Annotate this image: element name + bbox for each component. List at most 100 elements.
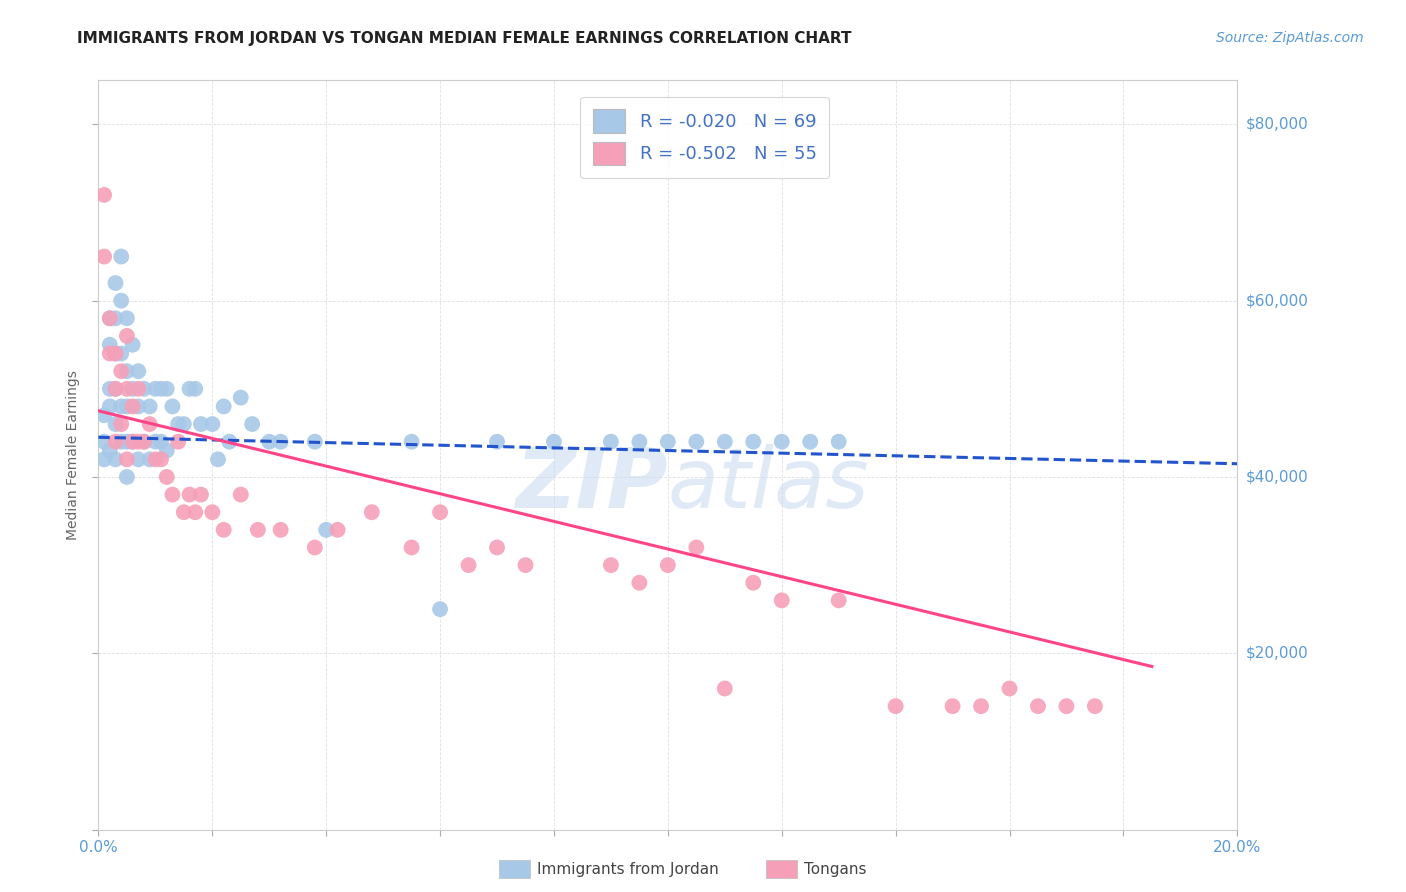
Point [401, 434, 423, 449]
Point [104, 434, 127, 449]
Point [110, 434, 132, 449]
Point [156, 470, 179, 484]
Point [173, 505, 195, 519]
Point [98, 346, 121, 360]
Point [132, 434, 155, 449]
Point [628, 434, 651, 449]
Point [150, 382, 173, 396]
Point [115, 364, 138, 378]
Point [742, 575, 765, 590]
Point [98, 337, 121, 351]
Point [110, 364, 132, 378]
Point [742, 434, 765, 449]
Text: $60,000: $60,000 [1246, 293, 1309, 308]
Point [115, 382, 138, 396]
Point [110, 293, 132, 308]
Point [1084, 699, 1107, 714]
Point [162, 400, 184, 414]
Point [115, 400, 138, 414]
Text: Tongans: Tongans [804, 863, 866, 877]
Point [190, 487, 212, 501]
Point [104, 452, 127, 467]
Point [98, 443, 121, 458]
Point [104, 417, 127, 431]
Point [184, 505, 207, 519]
Point [121, 337, 143, 351]
Point [270, 434, 292, 449]
Point [628, 575, 651, 590]
Point [184, 382, 207, 396]
Point [104, 382, 127, 396]
Point [884, 699, 907, 714]
Point [150, 434, 173, 449]
Point [190, 417, 212, 431]
Point [270, 523, 292, 537]
Point [218, 434, 240, 449]
Point [315, 523, 337, 537]
Point [201, 505, 224, 519]
Point [201, 417, 224, 431]
Point [104, 346, 127, 360]
Point [138, 400, 160, 414]
Point [104, 346, 127, 360]
Point [685, 541, 707, 555]
Point [104, 311, 127, 326]
Point [515, 558, 537, 573]
Point [600, 558, 623, 573]
Point [657, 434, 679, 449]
Point [240, 417, 263, 431]
Point [179, 487, 201, 501]
Point [156, 382, 179, 396]
Point [93, 434, 115, 449]
Point [998, 681, 1021, 696]
Point [246, 523, 269, 537]
Point [127, 364, 149, 378]
Point [457, 558, 479, 573]
Point [93, 250, 115, 264]
Point [127, 452, 149, 467]
Point [93, 187, 115, 202]
Point [132, 382, 155, 396]
Point [132, 434, 155, 449]
Point [104, 382, 127, 396]
Point [259, 434, 281, 449]
Point [685, 434, 707, 449]
Point [179, 382, 201, 396]
Point [304, 434, 326, 449]
Point [543, 434, 565, 449]
Point [162, 487, 184, 501]
Point [657, 558, 679, 573]
Point [98, 311, 121, 326]
Point [98, 382, 121, 396]
Point [429, 505, 451, 519]
Point [121, 434, 143, 449]
Text: $20,000: $20,000 [1246, 646, 1309, 661]
Point [156, 443, 179, 458]
Point [970, 699, 993, 714]
Point [828, 434, 851, 449]
Point [110, 250, 132, 264]
Point [145, 452, 167, 467]
Point [110, 346, 132, 360]
Point [714, 434, 737, 449]
Point [115, 329, 138, 343]
Point [145, 382, 167, 396]
Point [138, 452, 160, 467]
Text: ZIP: ZIP [515, 444, 668, 525]
Point [600, 434, 623, 449]
Point [93, 409, 115, 423]
Point [770, 434, 793, 449]
Point [212, 523, 235, 537]
Point [304, 541, 326, 555]
Point [115, 452, 138, 467]
Point [486, 541, 509, 555]
Point [429, 602, 451, 616]
Point [167, 417, 190, 431]
Point [229, 487, 252, 501]
Point [115, 434, 138, 449]
Legend: R = -0.020   N = 69, R = -0.502   N = 55: R = -0.020 N = 69, R = -0.502 N = 55 [581, 97, 830, 178]
Text: Immigrants from Jordan: Immigrants from Jordan [537, 863, 718, 877]
Point [212, 400, 235, 414]
Text: Source: ZipAtlas.com: Source: ZipAtlas.com [1216, 31, 1364, 45]
Point [93, 452, 115, 467]
